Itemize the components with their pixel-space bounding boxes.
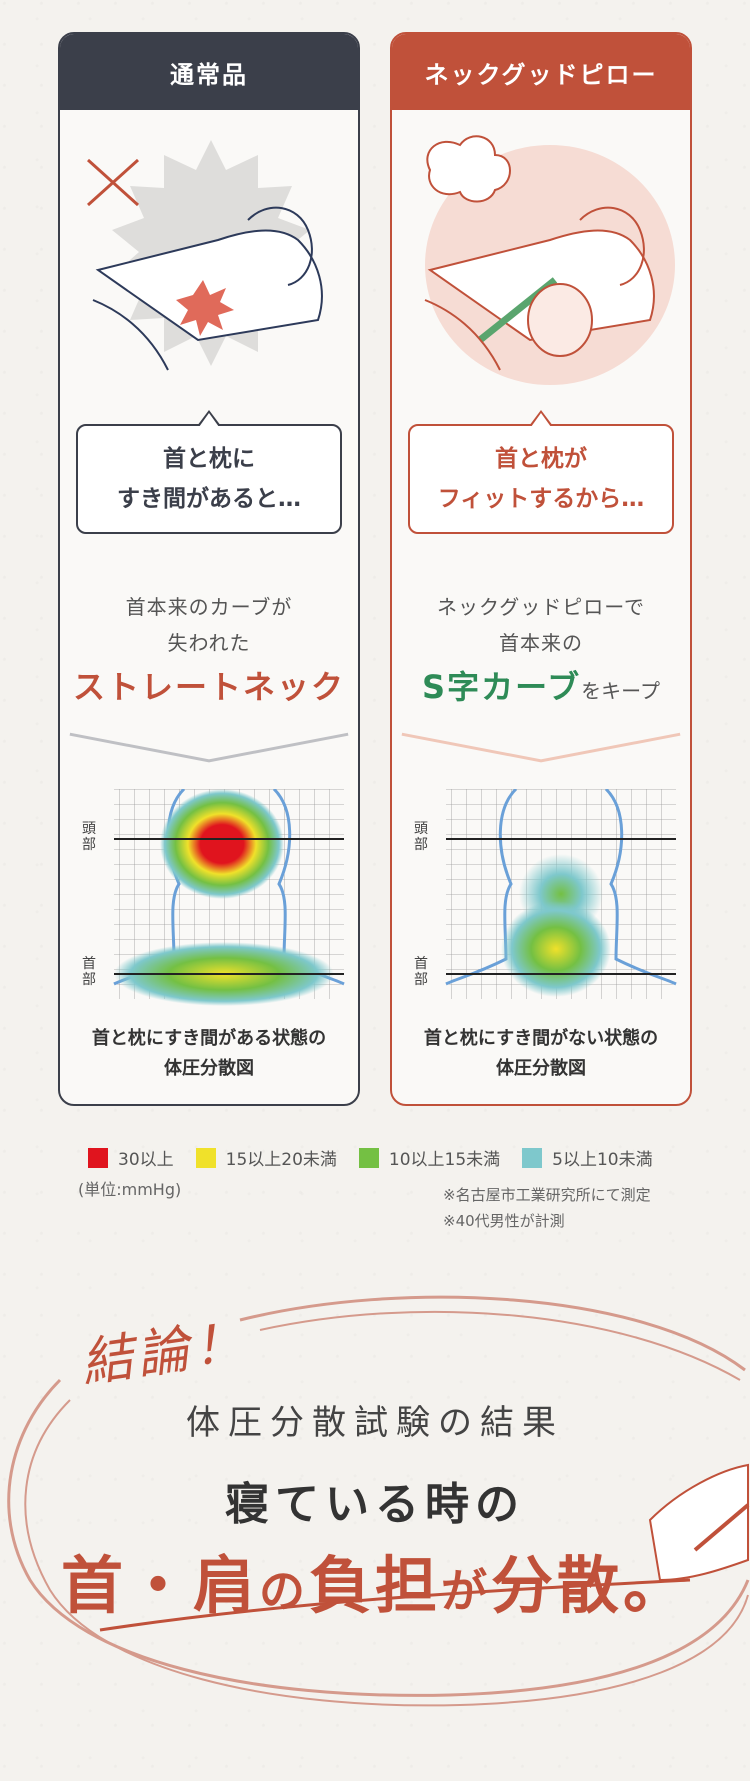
bubble-line: すき間があると… (117, 486, 301, 512)
headline: S字カーブをキープ (392, 662, 690, 708)
legend-item: 10以上15未満 (358, 1145, 501, 1170)
caption-line: 首と枕にすき間がある状態の (91, 1028, 327, 1049)
straight-neck-illustration (86, 140, 323, 371)
description: ネックグッドピローで 首本来の (392, 589, 690, 661)
legend-item: 30以上 (88, 1145, 174, 1170)
card-header: 通常品 (60, 34, 358, 110)
description: 首本来のカーブが 失われた (60, 589, 358, 661)
chevron-divider-icon (401, 732, 681, 763)
neck-label: 首部 (414, 956, 428, 988)
regular-product-card: 通常品 首と枕に すき間があると… 首本来のカーブが 失われた ストレートネック (58, 32, 360, 1106)
head-label: 頭部 (414, 821, 428, 853)
legend-item: 5以上10未満 (522, 1145, 653, 1170)
particle-text: が (441, 1564, 491, 1618)
note-line: ※名古屋市工業研究所にて測定 (443, 1186, 651, 1204)
desc-line: 首本来の (499, 631, 583, 655)
pressure-legend: 30以上 15以上20未満 10以上15未満 5以上10未満 (88, 1145, 688, 1170)
legend-swatch (358, 1147, 379, 1168)
hand-drawn-circle (7, 1295, 750, 1707)
particle-text: の (258, 1564, 309, 1618)
headline-main: S字カーブ (422, 668, 582, 706)
pressure-map-straight (113, 789, 345, 1006)
caption-line: 首と枕にすき間がない状態の (423, 1028, 659, 1049)
desc-line: ネックグッドピローで (437, 595, 645, 619)
neck-shoulder-text: 首・肩 (60, 1549, 259, 1622)
pressure-map-s-curve (445, 789, 677, 999)
head-label: 頭部 (82, 821, 96, 853)
conclusion-line2: 首・肩の負担が分散。 (0, 1535, 750, 1625)
legend-label: 5以上10未満 (552, 1150, 653, 1170)
burden-text: 負担 (308, 1549, 441, 1622)
bubble-tail (197, 410, 221, 427)
neckgood-pillow-card: ネックグッドピロー 首と枕が フィットするから… ネックグッドピローで 首本来の… (390, 32, 692, 1106)
legend-label: 30以上 (118, 1150, 174, 1170)
bubble-line: 首と枕が (495, 446, 587, 472)
bubble-line: フィットするから… (437, 486, 645, 512)
caption-line: 体圧分散図 (164, 1058, 254, 1079)
test-result-subtitle: 体圧分散試験の結果 (186, 1403, 564, 1443)
speech-bubble: 首と枕が フィットするから… (408, 410, 674, 534)
speech-bubble: 首と枕に すき間があると… (76, 410, 342, 534)
measurement-notes: ※名古屋市工業研究所にて測定 ※40代男性が計測 (443, 1182, 651, 1234)
neck-label: 首部 (82, 956, 96, 988)
chevron-divider-icon (69, 732, 349, 763)
conclusion-line1: 寝ている時の (225, 1479, 525, 1530)
bubble-tail (529, 410, 553, 427)
headline: ストレートネック (72, 668, 345, 706)
legend-item: 15以上20未満 (195, 1145, 337, 1170)
caption: 首と枕にすき間がない状態の 体圧分散図 (392, 1024, 690, 1084)
s-curve-illustration (424, 135, 675, 385)
legend-swatch (195, 1147, 216, 1168)
headline-suffix: をキープ (581, 679, 660, 703)
card-header: ネックグッドピロー (392, 34, 690, 110)
caption-line: 体圧分散図 (496, 1058, 586, 1079)
dispersed-text: 分散。 (491, 1549, 690, 1622)
legend-label: 15以上20未満 (225, 1150, 337, 1170)
desc-line: 首本来のカーブが (125, 595, 293, 619)
caption: 首と枕にすき間がある状態の 体圧分散図 (60, 1024, 358, 1084)
legend-swatch (522, 1147, 543, 1168)
bubble-line: 首と枕に (163, 446, 255, 472)
legend-swatch (88, 1147, 108, 1168)
desc-line: 失われた (167, 631, 251, 655)
legend-label: 10以上15未満 (388, 1150, 501, 1170)
note-line: ※40代男性が計測 (443, 1212, 565, 1230)
unit-label: (単位:mmHg) (78, 1180, 182, 1199)
